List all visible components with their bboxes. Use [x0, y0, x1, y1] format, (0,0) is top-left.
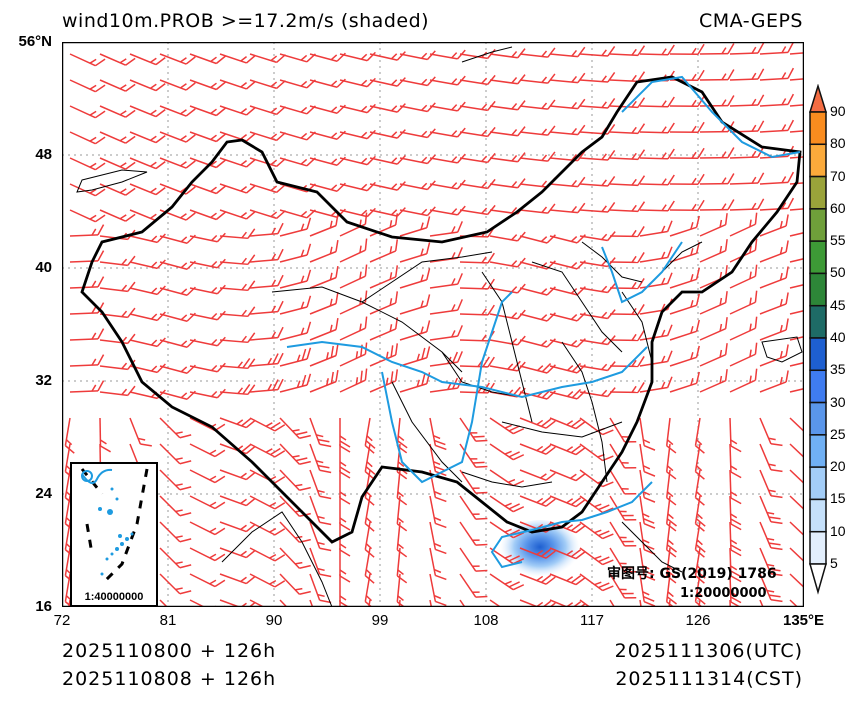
y-tick-24: 24 [35, 485, 52, 502]
x-tick-108: 108 [473, 612, 499, 629]
x-tick-81: 81 [159, 612, 177, 629]
inset-map [80, 468, 149, 586]
south-china-sea-inset: 1:40000000 [70, 462, 158, 607]
y-tick-32: 32 [35, 372, 52, 389]
y-tick-48: 48 [35, 146, 52, 163]
x-tick-117: 117 [580, 612, 604, 629]
colorbar-label: 70 [830, 167, 846, 184]
colorbar-top-arrow [808, 84, 828, 113]
colorbar-svg [808, 84, 828, 595]
colorbar-label: 55 [830, 232, 846, 249]
colorbar-segment [809, 143, 827, 178]
colorbar-label: 10 [830, 522, 846, 539]
colorbar-segment [809, 434, 827, 468]
init-time-cst: 2025110808 + 126h [62, 668, 277, 690]
colorbar-segment [809, 401, 827, 436]
colorbar-label: 90 [830, 103, 846, 119]
colorbar-label: 5 [830, 555, 838, 571]
inset-islands [98, 487, 134, 576]
colorbar-segment [809, 208, 827, 242]
colorbar-label: 80 [830, 135, 846, 152]
valid-time-cst: 2025111314(CST) [615, 668, 803, 690]
wind-barbs [63, 42, 804, 607]
y-tick-16: 16 [35, 598, 52, 615]
colorbar-label: 35 [830, 361, 846, 378]
province-boundaries [271, 241, 703, 488]
chart-title: wind10m.PROB >=17.2m/s (shaded) [62, 10, 430, 32]
colorbar-segment [809, 369, 827, 404]
inset-scale-label: 1:40000000 [84, 591, 144, 603]
colorbar-segment [809, 272, 827, 307]
colorbar-label: 30 [830, 393, 846, 410]
init-time-utc: 2025110800 + 126h [62, 640, 277, 662]
colorbar-segment [809, 466, 827, 501]
colorbar-label: 60 [830, 199, 846, 216]
colorbar-segment [809, 337, 827, 372]
colorbar-segment [809, 530, 827, 565]
rivers [286, 75, 801, 569]
y-tick-56: 56°N [18, 33, 52, 50]
inset-dashed-line [80, 468, 149, 586]
x-tick-90: 90 [265, 612, 283, 629]
x-tick-99: 99 [371, 612, 389, 629]
valid-time-utc: 2025111306(UTC) [614, 640, 803, 662]
colorbar-label: 15 [830, 490, 846, 507]
graticule [62, 42, 804, 607]
colorbar-label: 20 [830, 458, 846, 475]
colorbar-label: 40 [830, 329, 846, 345]
colorbar-label: 45 [830, 296, 846, 313]
colorbar-segment [809, 111, 827, 146]
neighbor-coastlines [76, 46, 803, 607]
colorbar-label: 25 [830, 425, 846, 442]
map-review-number: 审图号: GS(2019) 1786 [607, 566, 777, 582]
colorbar-segment [809, 498, 827, 533]
map-plot-area [62, 42, 804, 607]
y-tick-40: 40 [35, 259, 52, 276]
colorbar-segment [809, 175, 827, 210]
map-scale-label: 1:20000000 [680, 586, 767, 601]
x-tick-72: 72 [53, 612, 71, 629]
model-name: CMA-GEPS [698, 10, 803, 32]
colorbar-segment [809, 304, 827, 339]
colorbar-segment [809, 240, 827, 275]
colorbar-label: 50 [830, 264, 846, 281]
colorbar-bottom-arrow [809, 563, 827, 595]
national-boundary [80, 75, 802, 544]
x-tick-135: 135°E [783, 612, 825, 629]
x-tick-126: 126 [685, 612, 711, 629]
map-canvas [62, 42, 804, 607]
